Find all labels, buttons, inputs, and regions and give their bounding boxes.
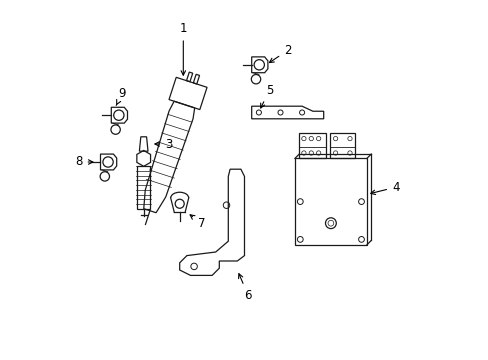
Text: 4: 4: [370, 181, 399, 194]
Text: 5: 5: [260, 84, 273, 108]
Text: 9: 9: [116, 87, 125, 105]
Text: 6: 6: [238, 274, 251, 302]
Text: 8: 8: [75, 156, 93, 168]
Text: 3: 3: [155, 138, 172, 150]
Text: 1: 1: [179, 22, 187, 75]
Text: 2: 2: [269, 44, 291, 63]
Text: 7: 7: [190, 215, 204, 230]
